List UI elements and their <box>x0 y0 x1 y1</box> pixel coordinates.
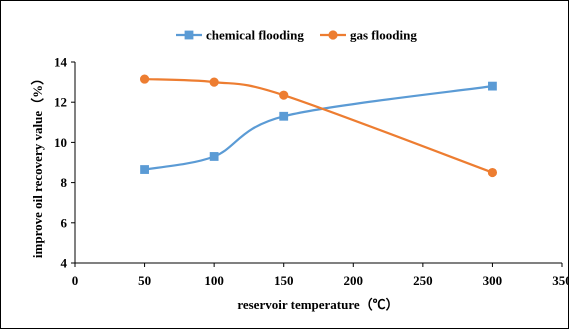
x-tick-label: 0 <box>72 273 79 288</box>
data-point-circle <box>209 77 219 87</box>
legend-item: gas flooding <box>320 28 417 43</box>
legend-marker <box>184 30 194 40</box>
x-tick-label: 250 <box>413 273 433 288</box>
data-point-square <box>209 152 219 161</box>
legend-label: gas flooding <box>350 28 417 43</box>
data-point-circle <box>279 90 289 100</box>
series-layer <box>139 74 498 178</box>
data-point-circle <box>487 167 498 178</box>
data-point-square <box>279 111 289 121</box>
x-tick-label: 350 <box>552 273 569 288</box>
y-tick-label: 4 <box>61 256 68 271</box>
y-tick-label: 14 <box>54 55 68 70</box>
legend: chemical flooding gas flooding <box>176 28 417 43</box>
data-point-circle <box>139 74 150 84</box>
series-line <box>144 85 493 171</box>
data-point-square <box>488 81 497 91</box>
x-axis-title: reservoir temperature（℃） <box>237 297 398 312</box>
y-axis-title: improve oil recovery value（%） <box>30 72 45 258</box>
x-tick-label: 200 <box>344 273 364 288</box>
y-tick-label: 6 <box>61 215 68 230</box>
series-line <box>144 77 493 174</box>
y-tick-label: 12 <box>54 95 67 110</box>
x-tick-label: 300 <box>483 273 503 288</box>
legend-marker <box>328 30 338 40</box>
y-tick-label: 10 <box>54 135 67 150</box>
series-chemical-flooding <box>140 81 497 174</box>
axes: 4 6 8 10 12 14 0 50 100 150 200 250 300 350 <box>54 55 569 289</box>
x-tick-label: 150 <box>274 273 294 288</box>
legend-label: chemical flooding <box>206 28 304 43</box>
series-gas-flooding <box>139 74 498 178</box>
x-tick-label: 50 <box>138 273 151 288</box>
data-point-square <box>140 165 149 174</box>
x-tick-label: 100 <box>204 273 224 288</box>
y-tick-label: 8 <box>61 175 68 190</box>
legend-item: chemical flooding <box>176 28 304 43</box>
